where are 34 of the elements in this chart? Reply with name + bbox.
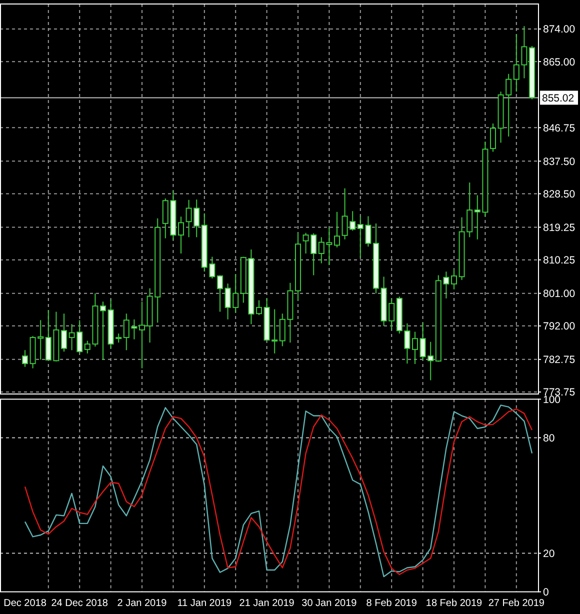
y-tick-label: 80 [543, 432, 555, 444]
candlestick [490, 123, 496, 152]
y-tick-label: 828.50 [543, 188, 576, 200]
x-tick-label: 24 Dec 2018 [51, 598, 108, 609]
x-tick-label: 11 Jan 2019 [177, 598, 232, 609]
candlestick [100, 301, 106, 360]
y-tick-label: 792.00 [543, 320, 576, 333]
candlestick [61, 313, 67, 352]
candlestick [412, 331, 418, 364]
y-tick-label: 819.25 [543, 222, 576, 234]
x-tick-label: 27 Feb 2019 [488, 598, 545, 609]
x-tick-label: Dec 2018 [4, 598, 47, 609]
candlestick [22, 350, 28, 368]
x-tick-label: 30 Jan 2019 [302, 598, 358, 609]
candlestick [139, 301, 145, 369]
candlestick [256, 300, 262, 316]
y-tick-label: 801.00 [543, 288, 576, 300]
y-tick-label: 810.25 [543, 254, 576, 267]
candlestick [217, 274, 223, 312]
candlestick [451, 268, 457, 290]
y-tick-label: 0 [543, 586, 549, 598]
ref-line-label: 855.02 [542, 92, 574, 104]
y-tick-label: 837.50 [543, 156, 576, 168]
x-tick-label: 8 Feb 2019 [366, 598, 418, 609]
x-tick-label: 21 Jan 2019 [239, 598, 295, 609]
candlestick [334, 211, 340, 248]
candlestick [178, 216, 184, 254]
x-tick-label: 18 Feb 2019 [426, 598, 483, 609]
y-tick-label: 20 [543, 548, 555, 560]
y-tick-label: 846.75 [543, 122, 576, 134]
y-tick-label: 782.75 [543, 354, 576, 366]
y-tick-label: 874.00 [543, 24, 576, 36]
y-tick-label: 865.00 [543, 56, 576, 68]
x-tick-label: 2 Jan 2019 [117, 598, 168, 609]
